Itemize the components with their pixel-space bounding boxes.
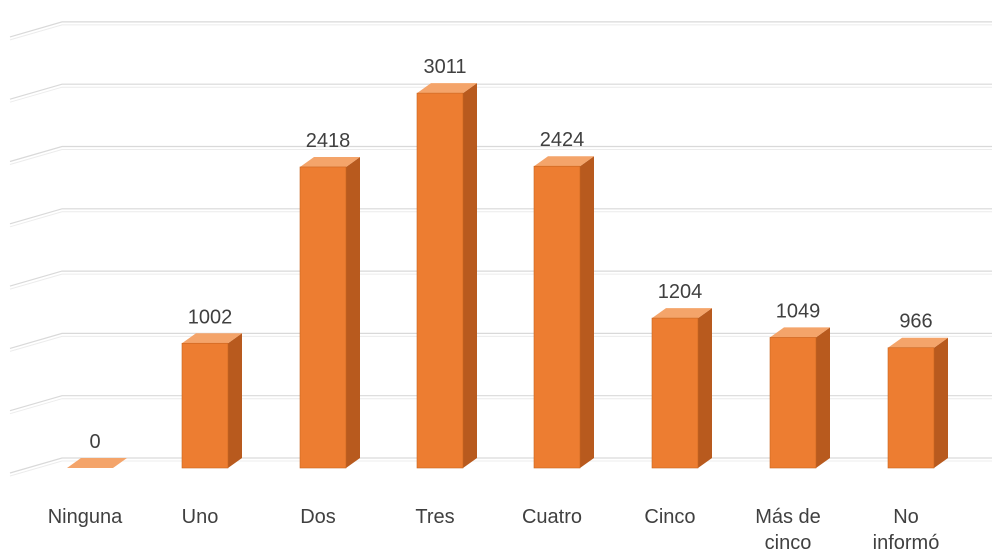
category-label-8: No informó [873, 506, 940, 554]
bar-4 [416, 83, 477, 469]
gridline-shadow [9, 335, 992, 352]
data-label-7: 1049 [776, 300, 821, 322]
bar-side-face [228, 333, 242, 468]
bar-top-face [182, 333, 242, 344]
bar-3 [299, 156, 360, 469]
category-label-line: Cuatro [522, 506, 582, 528]
bar-top-face [300, 156, 360, 167]
bar-2 [181, 333, 242, 469]
bar-side-face [346, 156, 360, 469]
data-label-6: 1204 [658, 281, 703, 303]
gridline [9, 21, 992, 38]
bar-6 [651, 308, 712, 469]
gridline-shadow [9, 211, 992, 228]
bar-front-face [769, 337, 817, 469]
gridline [9, 332, 992, 349]
gridline [9, 145, 992, 163]
category-label-2: Uno [182, 506, 219, 528]
bar-side-face [580, 156, 594, 468]
category-label-line: Dos [300, 506, 336, 528]
bar-front-face [299, 166, 347, 469]
bar-side-face [698, 308, 712, 468]
category-label-4: Tres [415, 506, 454, 528]
category-label-line: Más de [755, 506, 821, 528]
category-label-5: Cuatro [522, 506, 582, 528]
data-labels: 0 1002 2418 3011 2424 1204 1049 966 [89, 56, 932, 453]
gridline-shadow [9, 460, 992, 477]
category-label-line: Cinco [644, 506, 695, 528]
data-label-2: 1002 [188, 306, 233, 328]
gridline-shadow [9, 398, 992, 415]
bar-front-face [181, 342, 229, 469]
category-label-6: Cinco [644, 506, 695, 528]
gridline [9, 270, 992, 287]
bar-side-face [816, 327, 830, 468]
bar-top-face [67, 458, 127, 468]
gridline [9, 83, 992, 100]
bars [67, 83, 948, 469]
bar-top-face [534, 156, 594, 167]
gridline [9, 395, 992, 412]
gridline [9, 457, 992, 474]
category-label-line: No [893, 506, 919, 528]
category-label-line: Ninguna [48, 506, 123, 528]
bar-1 [67, 458, 127, 468]
bar-top-face [417, 83, 477, 94]
gridline-shadow [9, 86, 992, 103]
bar-top-face [652, 308, 712, 319]
bar-7 [769, 327, 830, 469]
data-label-8: 966 [899, 311, 932, 333]
gridline [9, 208, 992, 225]
category-label-1: Ninguna [48, 506, 123, 528]
gridline-shadow [9, 273, 992, 290]
gridlines [9, 21, 992, 477]
bar-side-face [463, 83, 477, 469]
bar-front-face [651, 317, 699, 469]
category-label-line: Tres [415, 506, 454, 528]
category-label-line: cinco [765, 532, 812, 554]
bar-front-face [887, 347, 935, 469]
category-label-line: informó [873, 532, 940, 554]
bar-top-face [770, 327, 830, 338]
bar-front-face [533, 165, 581, 469]
data-label-1: 0 [89, 431, 100, 453]
category-label-line: Uno [182, 506, 219, 528]
data-label-5: 2424 [540, 129, 585, 151]
data-label-3: 2418 [306, 130, 351, 152]
data-label-4: 3011 [423, 56, 466, 78]
bar-8 [887, 337, 948, 469]
category-label-7: Más de cinco [755, 506, 821, 554]
bar-side-face [934, 337, 948, 468]
bar-top-face [888, 337, 948, 348]
category-labels: Ninguna Uno Dos Tres Cuatro Cinco Más de cinco N… [48, 506, 940, 554]
category-label-3: Dos [300, 506, 336, 528]
gridline-shadow [9, 24, 992, 41]
bar-front-face [416, 92, 464, 469]
gridline-shadow [9, 149, 992, 165]
bar-5 [533, 156, 594, 469]
